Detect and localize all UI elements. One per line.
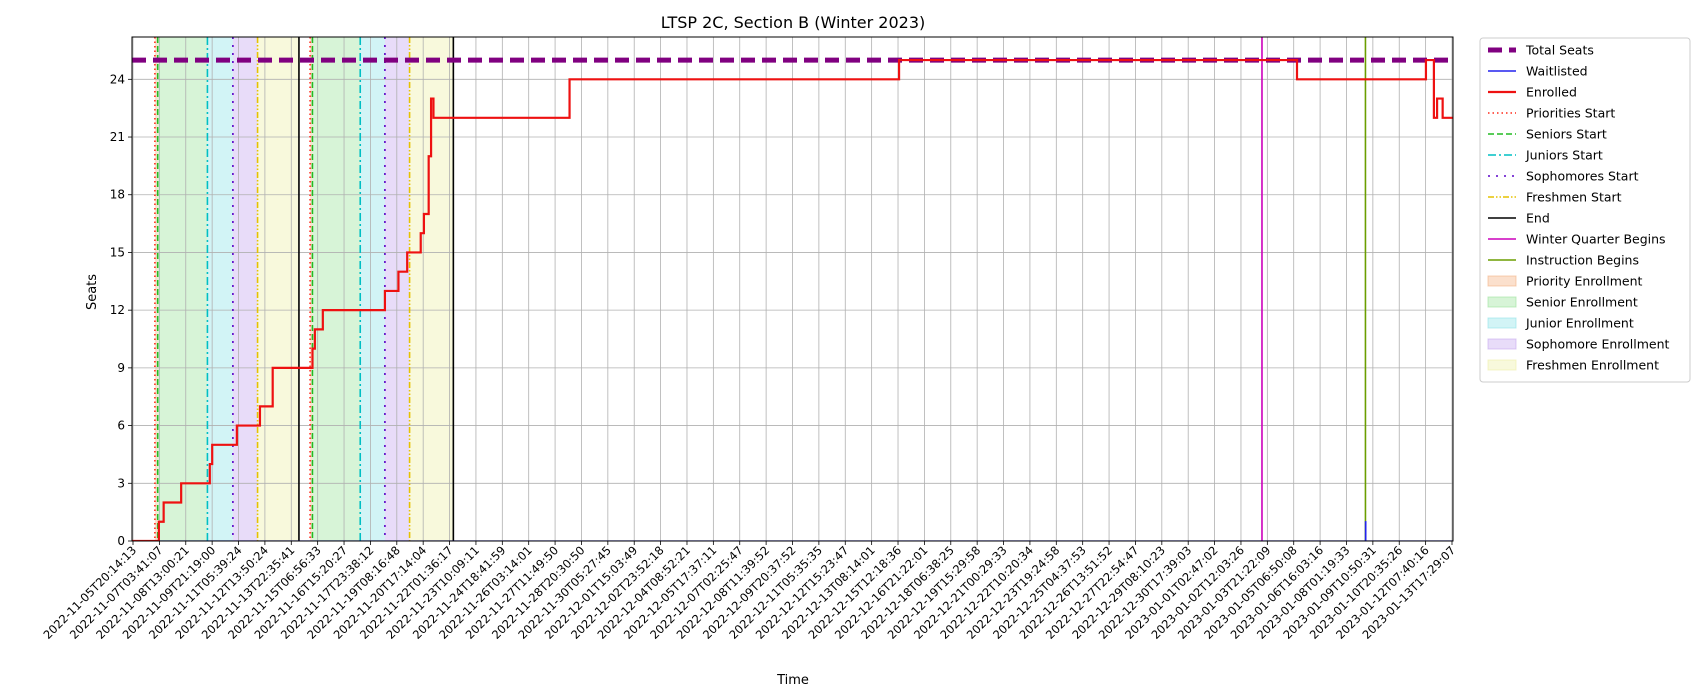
- legend-label-waitlisted: Waitlisted: [1526, 64, 1588, 79]
- legend-swatch-senior-enrollment: [1487, 296, 1517, 308]
- y-tick-label: 0: [117, 534, 125, 548]
- plot-frame: [131, 36, 1454, 542]
- legend-swatch-junior-enrollment: [1487, 317, 1517, 329]
- legend: Total Seats Waitlisted Enrolled Priorities …: [1479, 37, 1691, 383]
- legend-label-seniors-start: Seniors Start: [1526, 127, 1607, 142]
- legend-box: [1479, 37, 1691, 383]
- legend-label-juniors-start: Juniors Start: [1525, 148, 1603, 163]
- period-band-sophomore-enrollment: [232, 37, 258, 541]
- legend-label-total-seats: Total Seats: [1525, 43, 1594, 58]
- legend-label-sophomore-enrollment: Sophomore Enrollment: [1526, 337, 1670, 352]
- plot-area: 2022-11-05T20:14:132022-11-07T03:41:0720…: [40, 36, 1458, 642]
- plot-clip-group: [132, 37, 1453, 541]
- legend-label-senior-enrollment: Senior Enrollment: [1526, 295, 1638, 310]
- legend-swatch-freshmen-enrollment: [1487, 359, 1517, 371]
- y-tick-label: 18: [110, 188, 125, 202]
- y-tick-label: 6: [117, 419, 125, 433]
- legend-label-winter-quarter-begins: Winter Quarter Begins: [1526, 232, 1666, 247]
- legend-label-enrolled: Enrolled: [1526, 85, 1577, 100]
- y-tick-label: 9: [117, 361, 125, 375]
- legend-label-priorities-start: Priorities Start: [1526, 106, 1615, 121]
- y-tick-label: 3: [117, 476, 125, 490]
- series-line-enrolled: [132, 58, 1453, 541]
- period-band-junior-enrollment: [360, 37, 385, 541]
- y-tick-label: 24: [110, 72, 125, 86]
- y-axis-label: Seats: [85, 274, 100, 310]
- y-tick-label: 15: [110, 245, 125, 259]
- legend-label-sophomores-start: Sophomores Start: [1526, 169, 1639, 184]
- period-band-junior-enrollment: [207, 37, 233, 541]
- chart-title: LTSP 2C, Section B (Winter 2023): [661, 13, 926, 32]
- period-band-senior-enrollment: [312, 37, 361, 541]
- legend-swatch-priority-enrollment: [1487, 275, 1517, 287]
- legend-label-junior-enrollment: Junior Enrollment: [1525, 316, 1634, 331]
- period-band-senior-enrollment: [157, 37, 208, 541]
- y-tick-label: 21: [110, 130, 125, 144]
- series-line-waitlisted: [132, 521, 1453, 541]
- period-band-priority-enrollment: [310, 37, 313, 541]
- x-axis-label: Time: [776, 673, 809, 688]
- period-band-sophomore-enrollment: [384, 37, 410, 541]
- y-tick-label: 12: [110, 303, 125, 317]
- period-band-priority-enrollment: [154, 37, 158, 541]
- period-band-freshmen-enrollment: [257, 37, 299, 541]
- legend-label-instruction-begins: Instruction Begins: [1526, 253, 1639, 268]
- legend-label-freshmen-start: Freshmen Start: [1526, 190, 1622, 205]
- legend-label-priority-enrollment: Priority Enrollment: [1526, 274, 1643, 289]
- legend-label-freshmen-enrollment: Freshmen Enrollment: [1526, 358, 1659, 373]
- legend-label-end: End: [1526, 211, 1550, 226]
- legend-swatch-sophomore-enrollment: [1487, 338, 1517, 350]
